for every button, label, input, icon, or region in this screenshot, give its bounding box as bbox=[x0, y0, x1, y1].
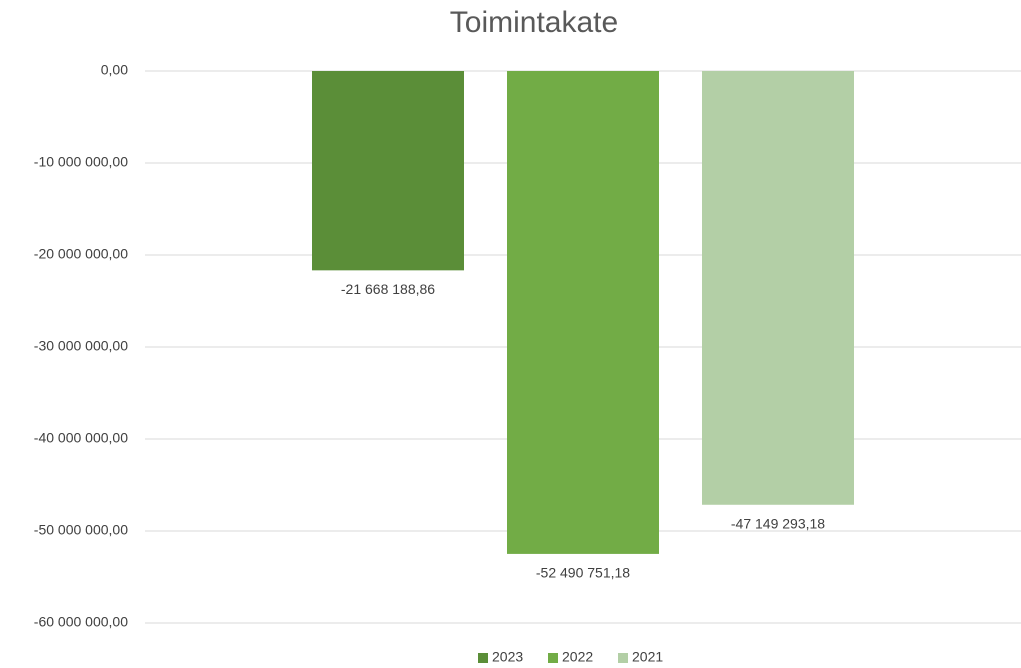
y-tick-label: -40 000 000,00 bbox=[34, 430, 128, 446]
bar bbox=[312, 71, 464, 271]
y-tick-label: -10 000 000,00 bbox=[34, 154, 128, 170]
bar bbox=[507, 71, 659, 554]
bar bbox=[702, 71, 854, 505]
legend-swatch bbox=[618, 653, 628, 663]
y-tick-label: 0,00 bbox=[101, 62, 128, 78]
legend-label: 2021 bbox=[632, 649, 663, 665]
legend-label: 2022 bbox=[562, 649, 593, 665]
data-label: -21 668 188,86 bbox=[341, 281, 435, 297]
legend-swatch bbox=[548, 653, 558, 663]
y-tick-label: -20 000 000,00 bbox=[34, 246, 128, 262]
legend-label: 2023 bbox=[492, 649, 523, 665]
legend-swatch bbox=[478, 653, 488, 663]
y-tick-label: -30 000 000,00 bbox=[34, 338, 128, 354]
data-label: -47 149 293,18 bbox=[731, 515, 825, 531]
y-tick-label: -60 000 000,00 bbox=[34, 614, 128, 630]
data-label: -52 490 751,18 bbox=[536, 565, 630, 581]
chart-title: Toimintakate bbox=[450, 6, 618, 39]
y-tick-label: -50 000 000,00 bbox=[34, 522, 128, 538]
